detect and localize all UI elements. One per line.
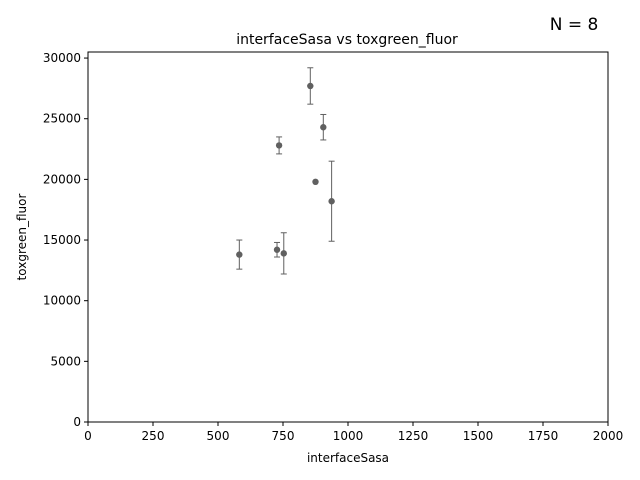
- data-point: [273, 246, 281, 253]
- x-tick-label: 1250: [398, 429, 429, 443]
- y-axis-ticks: 0 5000 10000 15000 20000 25000 30000: [43, 51, 88, 429]
- sample-count-annotation: N = 8: [550, 15, 599, 35]
- y-tick-label: 15000: [43, 233, 81, 247]
- y-tick-label: 20000: [43, 172, 81, 186]
- chart-title: interfaceSasa vs toxgreen_fluor: [236, 32, 458, 48]
- x-tick-label: 2000: [593, 429, 624, 443]
- data-point: [307, 82, 314, 90]
- x-axis-label: interfaceSasa: [307, 451, 389, 465]
- y-tick-label: 5000: [50, 354, 81, 368]
- x-tick-label: 0: [84, 429, 92, 443]
- x-tick-label: 1000: [333, 429, 364, 443]
- x-tick-label: 1750: [528, 429, 559, 443]
- y-tick-label: 0: [73, 415, 81, 429]
- x-axis-ticks: 0 250 500 750 1000 1250 1500 1750 2000: [84, 422, 623, 443]
- data-points: [236, 67, 335, 275]
- data-point: [312, 178, 319, 186]
- x-tick-label: 500: [207, 429, 230, 443]
- x-tick-label: 1500: [463, 429, 494, 443]
- data-point: [236, 251, 243, 258]
- plot-area-frame: [87, 51, 609, 423]
- y-tick-label: 10000: [43, 294, 81, 308]
- x-tick-label: 250: [142, 429, 165, 443]
- data-point: [275, 142, 283, 149]
- y-tick-label: 25000: [43, 112, 81, 126]
- data-point: [328, 198, 335, 205]
- x-tick-label: 750: [272, 429, 295, 443]
- y-axis-label: toxgreen_fluor: [15, 194, 29, 281]
- data-point: [320, 124, 327, 131]
- y-tick-label: 30000: [43, 51, 81, 65]
- data-point: [280, 250, 287, 257]
